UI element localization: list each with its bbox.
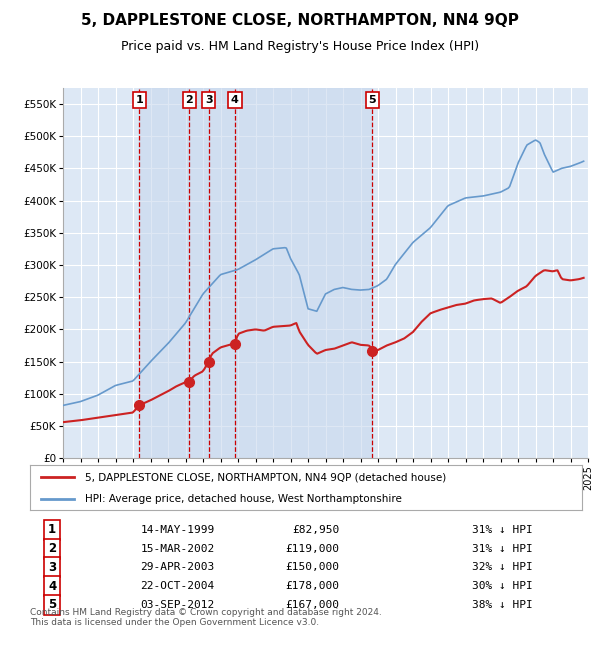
Text: 5: 5 xyxy=(368,95,376,105)
Text: HPI: Average price, detached house, West Northamptonshire: HPI: Average price, detached house, West… xyxy=(85,494,402,504)
Text: 3: 3 xyxy=(205,95,212,105)
Text: 22-OCT-2004: 22-OCT-2004 xyxy=(140,581,215,591)
Bar xyxy=(209,88,235,458)
Text: 1: 1 xyxy=(48,523,56,536)
Text: 29-APR-2003: 29-APR-2003 xyxy=(140,562,215,573)
Text: 3: 3 xyxy=(48,561,56,574)
Text: 14-MAY-1999: 14-MAY-1999 xyxy=(140,525,215,535)
Text: Price paid vs. HM Land Registry's House Price Index (HPI): Price paid vs. HM Land Registry's House … xyxy=(121,40,479,53)
Bar xyxy=(189,88,209,458)
Text: 31% ↓ HPI: 31% ↓ HPI xyxy=(472,543,532,554)
Text: £167,000: £167,000 xyxy=(285,600,339,610)
Text: 4: 4 xyxy=(231,95,239,105)
Bar xyxy=(139,88,189,458)
Text: 32% ↓ HPI: 32% ↓ HPI xyxy=(472,562,532,573)
Text: 31% ↓ HPI: 31% ↓ HPI xyxy=(472,525,532,535)
Text: 38% ↓ HPI: 38% ↓ HPI xyxy=(472,600,532,610)
Text: 5: 5 xyxy=(48,599,56,612)
Text: 5, DAPPLESTONE CLOSE, NORTHAMPTON, NN4 9QP: 5, DAPPLESTONE CLOSE, NORTHAMPTON, NN4 9… xyxy=(81,13,519,28)
Text: Contains HM Land Registry data © Crown copyright and database right 2024.
This d: Contains HM Land Registry data © Crown c… xyxy=(30,608,382,627)
Text: 30% ↓ HPI: 30% ↓ HPI xyxy=(472,581,532,591)
Text: £82,950: £82,950 xyxy=(292,525,339,535)
Text: £178,000: £178,000 xyxy=(285,581,339,591)
Text: 15-MAR-2002: 15-MAR-2002 xyxy=(140,543,215,554)
Text: 2: 2 xyxy=(48,542,56,555)
Text: 2: 2 xyxy=(185,95,193,105)
Bar xyxy=(235,88,372,458)
Text: 5, DAPPLESTONE CLOSE, NORTHAMPTON, NN4 9QP (detached house): 5, DAPPLESTONE CLOSE, NORTHAMPTON, NN4 9… xyxy=(85,473,446,482)
Text: 4: 4 xyxy=(48,580,56,593)
Text: £150,000: £150,000 xyxy=(285,562,339,573)
Text: 03-SEP-2012: 03-SEP-2012 xyxy=(140,600,215,610)
Text: £119,000: £119,000 xyxy=(285,543,339,554)
Text: 1: 1 xyxy=(136,95,143,105)
